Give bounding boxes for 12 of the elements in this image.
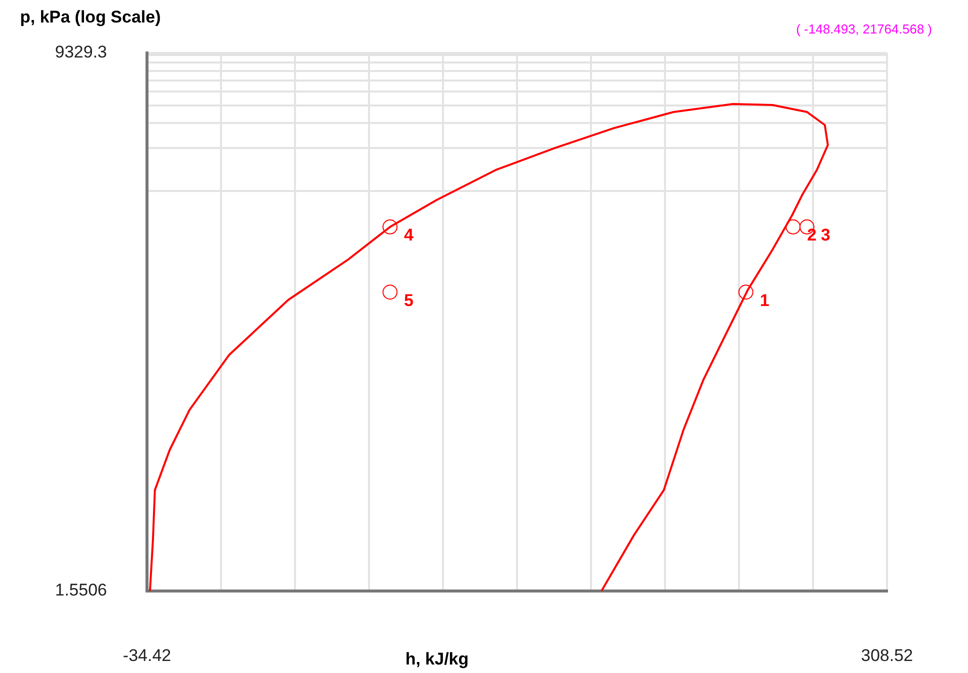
y-axis-title: p, kPa (log Scale) bbox=[20, 8, 161, 27]
annotation: 5 bbox=[404, 290, 414, 310]
y-tick-label: 1.5506 bbox=[55, 580, 107, 600]
x-tick-label: -34.42 bbox=[122, 646, 172, 665]
annotation: 2 bbox=[807, 226, 817, 245]
text: ( -148.493, 21764.568 ) bbox=[796, 22, 932, 37]
annotation: 4 bbox=[404, 226, 414, 245]
x-tick-label: 308.52 bbox=[861, 646, 913, 665]
y-tick-label: 9329.3 bbox=[55, 42, 107, 62]
annotation: 1 bbox=[760, 290, 770, 310]
annotation: 3 bbox=[820, 226, 830, 245]
x-axis-title: h, kJ/kg bbox=[405, 650, 469, 669]
